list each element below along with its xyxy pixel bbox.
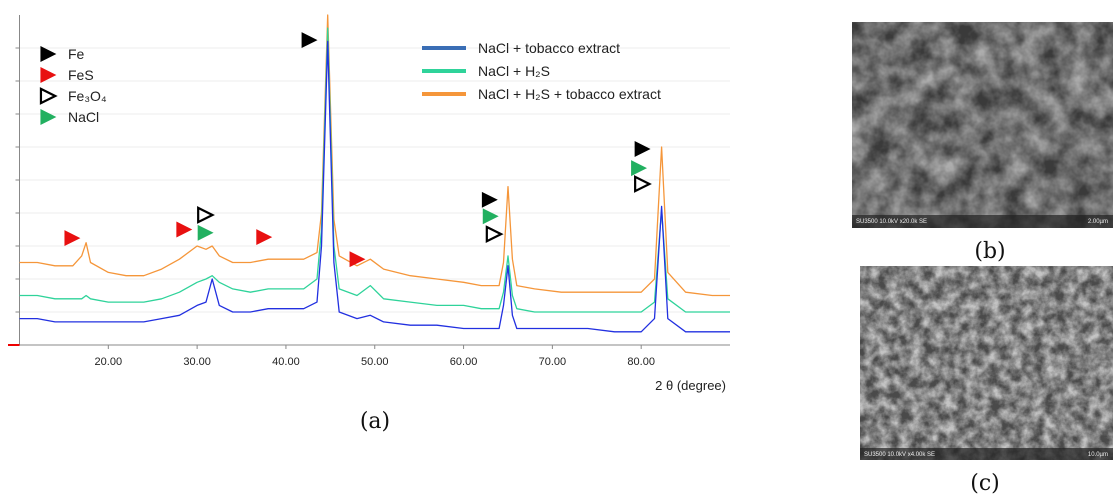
phase-marker: [634, 175, 652, 193]
xrd-line: [19, 27, 730, 313]
legend-label: Fe: [68, 46, 85, 62]
phase-marker: [301, 32, 318, 49]
x-tick-label: 70.00: [539, 356, 567, 368]
sem-caption: SU3500 10.0kV x4.00k SE: [864, 452, 935, 458]
phase-marker: [482, 208, 499, 225]
x-tick-label: 50.00: [361, 356, 389, 368]
legend-marker: [40, 109, 57, 125]
legend-marker: [39, 87, 58, 105]
legend-label: NaCl + H₂S: [478, 63, 550, 79]
phase-marker: [256, 229, 273, 246]
phase-marker: [485, 225, 504, 244]
sem-info-bar: [860, 448, 1113, 460]
legend-marker: [40, 67, 57, 83]
xrd-line: [19, 14, 730, 297]
sem-caption: SU3500 10.0kV x20.0k SE: [856, 219, 927, 225]
phase-marker: [349, 251, 366, 268]
sem-scale: 10.0µm: [1088, 452, 1108, 458]
x-tick-label: 40.00: [272, 356, 300, 368]
phase-marker: [631, 160, 648, 177]
phase-marker: [176, 221, 193, 238]
phase-marker: [64, 230, 81, 247]
panel-label: (c): [970, 471, 1000, 496]
x-tick-label: 80.00: [627, 356, 655, 368]
legend-label: FeS: [68, 67, 94, 83]
legend-label: NaCl: [68, 109, 99, 125]
phase-marker: [634, 141, 651, 157]
x-tick-label: 30.00: [183, 356, 211, 368]
sem-scale: 2.00µm: [1088, 219, 1108, 225]
panel-label: (a): [360, 409, 390, 434]
phase-marker: [197, 206, 215, 224]
phase-marker: [481, 191, 498, 208]
legend-label: NaCl + tobacco extract: [478, 40, 620, 56]
legend-marker: [40, 46, 57, 62]
legend-label: NaCl + H₂S + tobacco extract: [478, 86, 661, 102]
xrd-line: [19, 40, 730, 333]
legend-label: Fe₃O₄: [68, 88, 107, 104]
x-axis-label: 2 θ (degree): [655, 378, 726, 393]
sem-texture: [852, 22, 1113, 228]
x-tick-label: 60.00: [450, 356, 478, 368]
phase-marker: [197, 224, 214, 241]
panel-label: (b): [974, 239, 1005, 264]
sem-info-bar: [852, 215, 1113, 228]
x-tick-label: 20.00: [95, 356, 123, 368]
sem-texture: [860, 266, 1113, 460]
